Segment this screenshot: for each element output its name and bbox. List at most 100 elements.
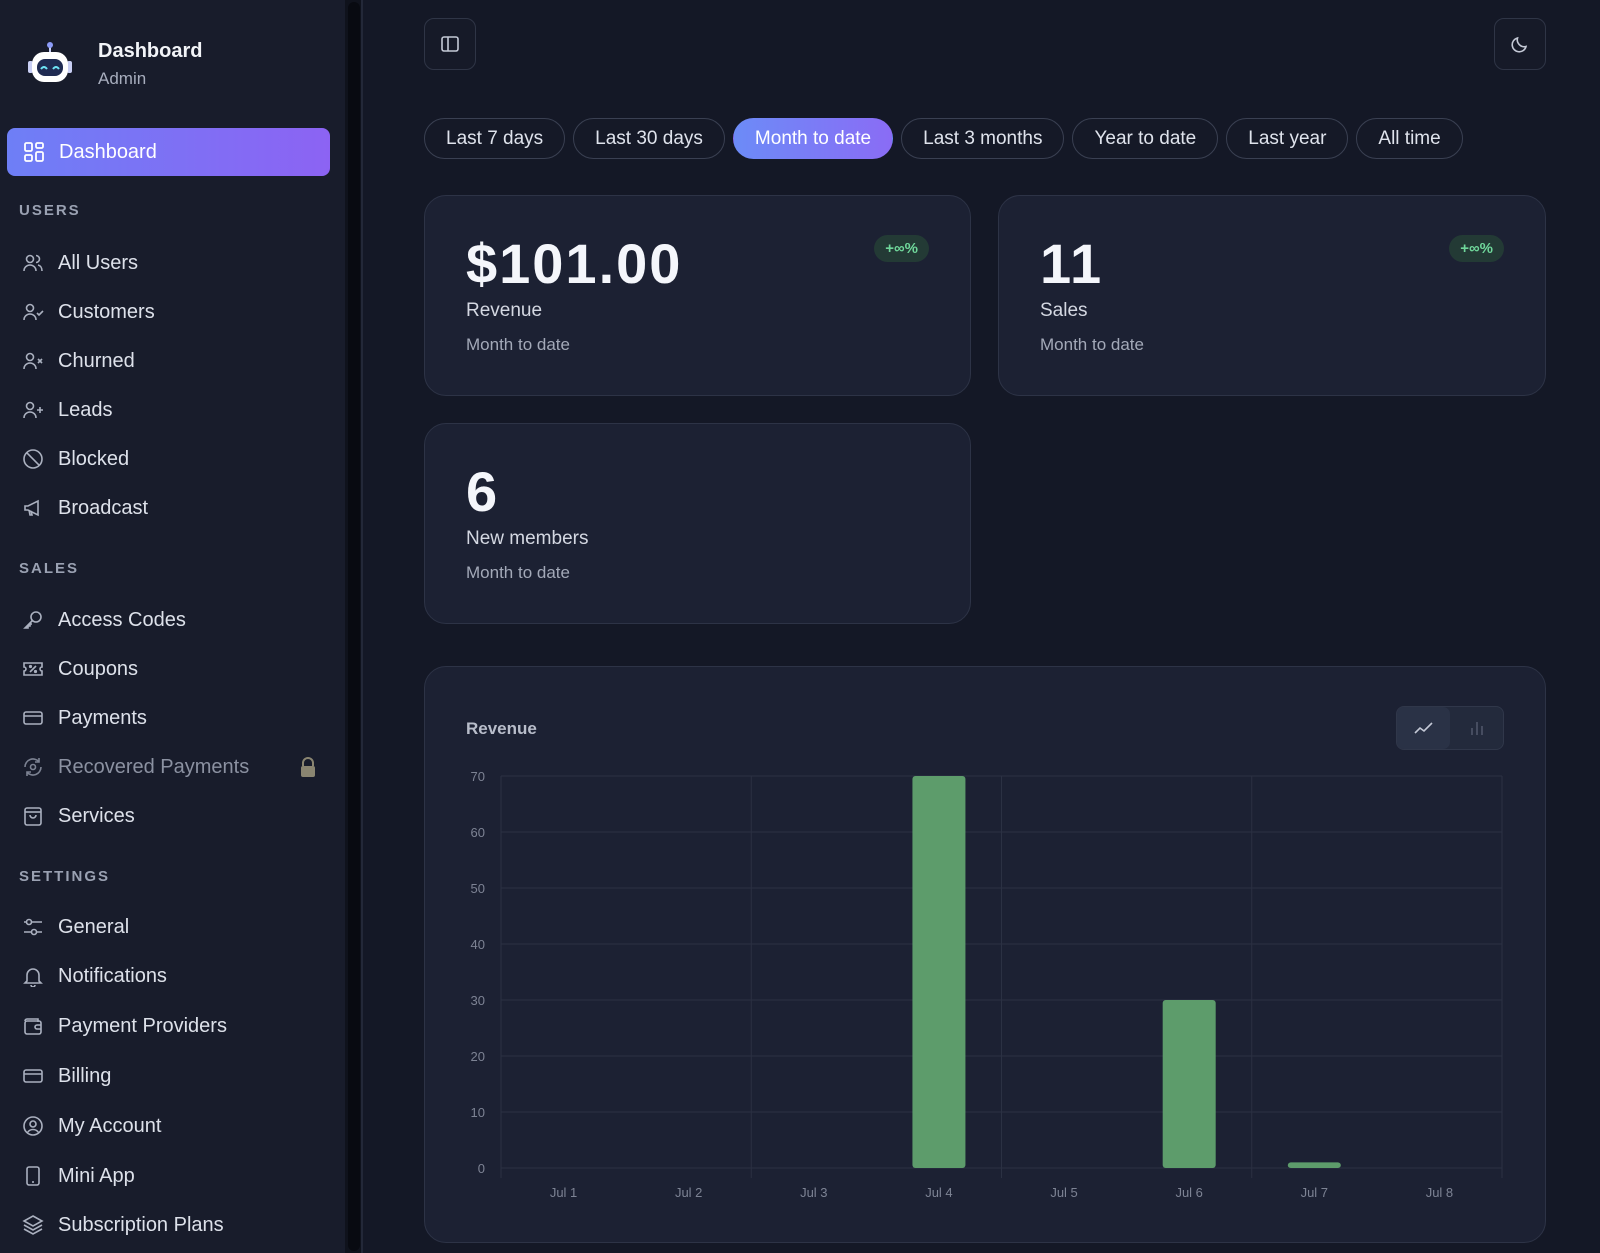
x-tick-label: Jul 2 [675, 1185, 702, 1200]
filter-year-to-date[interactable]: Year to date [1072, 118, 1219, 159]
section-title-users: USERS [19, 202, 81, 219]
sidebar-item-access-codes[interactable]: Access Codes [22, 602, 322, 638]
sidebar: Dashboard Admin Dashboard USERS All User… [0, 0, 345, 1253]
sidebar-item-my-account[interactable]: My Account [22, 1108, 322, 1144]
filter-all-time[interactable]: All time [1356, 118, 1463, 159]
y-tick-label: 50 [471, 881, 485, 896]
sidebar-item-label: Notifications [58, 964, 167, 987]
sidebar-item-label: Churned [58, 349, 135, 372]
filter-month-to-date[interactable]: Month to date [732, 118, 894, 159]
key-icon [22, 609, 44, 631]
sidebar-item-label: Payments [58, 706, 147, 729]
y-tick-label: 40 [471, 937, 485, 952]
bar-jul-4 [912, 776, 966, 1168]
section-title-settings: SETTINGS [19, 868, 111, 885]
grid-icon [23, 141, 45, 163]
sidebar-item-label: Dashboard [59, 140, 157, 163]
y-tick-label: 60 [471, 825, 485, 840]
user-check-icon [22, 301, 44, 323]
megaphone-icon [22, 497, 44, 519]
section-title-sales: SALES [19, 560, 80, 577]
wallet-icon [22, 1015, 44, 1037]
shopping-bag-icon [22, 805, 44, 827]
sales-period: Month to date [1040, 335, 1144, 354]
sidebar-item-label: Subscription Plans [58, 1213, 224, 1236]
brand-title: Dashboard [98, 40, 203, 62]
revenue-chart-card: Revenue [424, 666, 1546, 1243]
sidebar-item-label: Mini App [58, 1164, 135, 1187]
sidebar-item-dashboard[interactable]: Dashboard [7, 128, 330, 176]
chart-view-toggle [1396, 706, 1504, 750]
revenue-value: $101.00 [466, 232, 683, 295]
users-icon [22, 252, 44, 274]
sidebar-panel-icon [441, 36, 459, 52]
filter-last-3-months[interactable]: Last 3 months [901, 118, 1065, 159]
date-range-filters: Last 7 days Last 30 days Month to date L… [424, 118, 1463, 159]
refresh-icon [22, 756, 44, 778]
bar-jul-6 [1162, 1000, 1216, 1168]
sidebar-item-broadcast[interactable]: Broadcast [22, 490, 322, 526]
sidebar-item-services[interactable]: Services [22, 798, 322, 834]
sidebar-item-customers[interactable]: Customers [22, 294, 322, 330]
line-chart-icon [1413, 722, 1433, 734]
filter-last-year[interactable]: Last year [1226, 118, 1349, 159]
sidebar-item-billing[interactable]: Billing [22, 1058, 322, 1094]
new-members-stat-card: 6 New members Month to date [424, 423, 971, 624]
bar-view-button[interactable] [1450, 707, 1503, 749]
x-tick-label: Jul 5 [1050, 1185, 1077, 1200]
sidebar-item-general[interactable]: General [22, 909, 322, 945]
y-tick-label: 0 [478, 1161, 485, 1176]
sidebar-item-label: Customers [58, 300, 155, 323]
chart-title: Revenue [466, 719, 537, 738]
lock-icon [301, 757, 315, 777]
sidebar-item-payment-providers[interactable]: Payment Providers [22, 1008, 322, 1044]
sliders-icon [22, 916, 44, 938]
sidebar-item-subscription-plans[interactable]: Subscription Plans [22, 1207, 322, 1243]
sidebar-item-label: Coupons [58, 657, 139, 680]
sidebar-item-coupons[interactable]: Coupons [22, 651, 322, 687]
sidebar-scrollbar[interactable] [345, 0, 363, 1253]
filter-last-30-days[interactable]: Last 30 days [573, 118, 725, 159]
user-plus-icon [22, 399, 44, 421]
user-circle-icon [22, 1115, 44, 1137]
x-tick-label: Jul 6 [1175, 1185, 1202, 1200]
sidebar-item-mini-app[interactable]: Mini App [22, 1158, 322, 1194]
sales-value: 11 [1040, 232, 1104, 295]
sidebar-item-label: My Account [58, 1114, 162, 1137]
phone-icon [22, 1165, 44, 1187]
revenue-change-badge: +∞% [874, 235, 929, 262]
sidebar-item-churned[interactable]: Churned [22, 343, 322, 379]
new-members-value: 6 [466, 460, 500, 523]
ticket-icon [22, 658, 44, 680]
sidebar-item-blocked[interactable]: Blocked [22, 441, 322, 477]
sidebar-item-all-users[interactable]: All Users [22, 245, 322, 281]
sidebar-item-label: Broadcast [58, 496, 149, 519]
sidebar-item-notifications[interactable]: Notifications [22, 958, 322, 994]
sidebar-item-label: Recovered Payments [58, 755, 250, 778]
filter-last-7-days[interactable]: Last 7 days [424, 118, 566, 159]
brand[interactable]: Dashboard Admin [26, 38, 202, 92]
theme-toggle-button[interactable] [1494, 18, 1546, 70]
y-tick-label: 20 [471, 1049, 485, 1064]
sidebar-item-label: All Users [58, 251, 139, 274]
layers-icon [22, 1214, 44, 1236]
sidebar-item-payments[interactable]: Payments [22, 700, 322, 736]
toggle-sidebar-button[interactable] [424, 18, 476, 70]
line-view-button[interactable] [1397, 707, 1450, 749]
sidebar-item-label: Billing [58, 1064, 112, 1087]
credit-card-icon [22, 707, 44, 729]
sidebar-item-leads[interactable]: Leads [22, 392, 322, 428]
new-members-period: Month to date [466, 563, 570, 582]
scrollbar-thumb[interactable] [348, 2, 360, 1251]
sidebar-item-recovered-payments[interactable]: Recovered Payments [22, 749, 322, 785]
x-tick-label: Jul 8 [1426, 1185, 1453, 1200]
sales-change-badge: +∞% [1449, 235, 1504, 262]
sales-stat-card: 11 Sales Month to date +∞% [998, 195, 1546, 396]
sales-label: Sales [1040, 300, 1088, 321]
x-tick-label: Jul 4 [925, 1185, 952, 1200]
bar-jul-7 [1287, 1162, 1341, 1168]
moon-icon [1511, 36, 1528, 53]
x-tick-label: Jul 7 [1301, 1185, 1328, 1200]
sidebar-item-label: Access Codes [58, 608, 186, 631]
sidebar-item-label: Leads [58, 398, 113, 421]
